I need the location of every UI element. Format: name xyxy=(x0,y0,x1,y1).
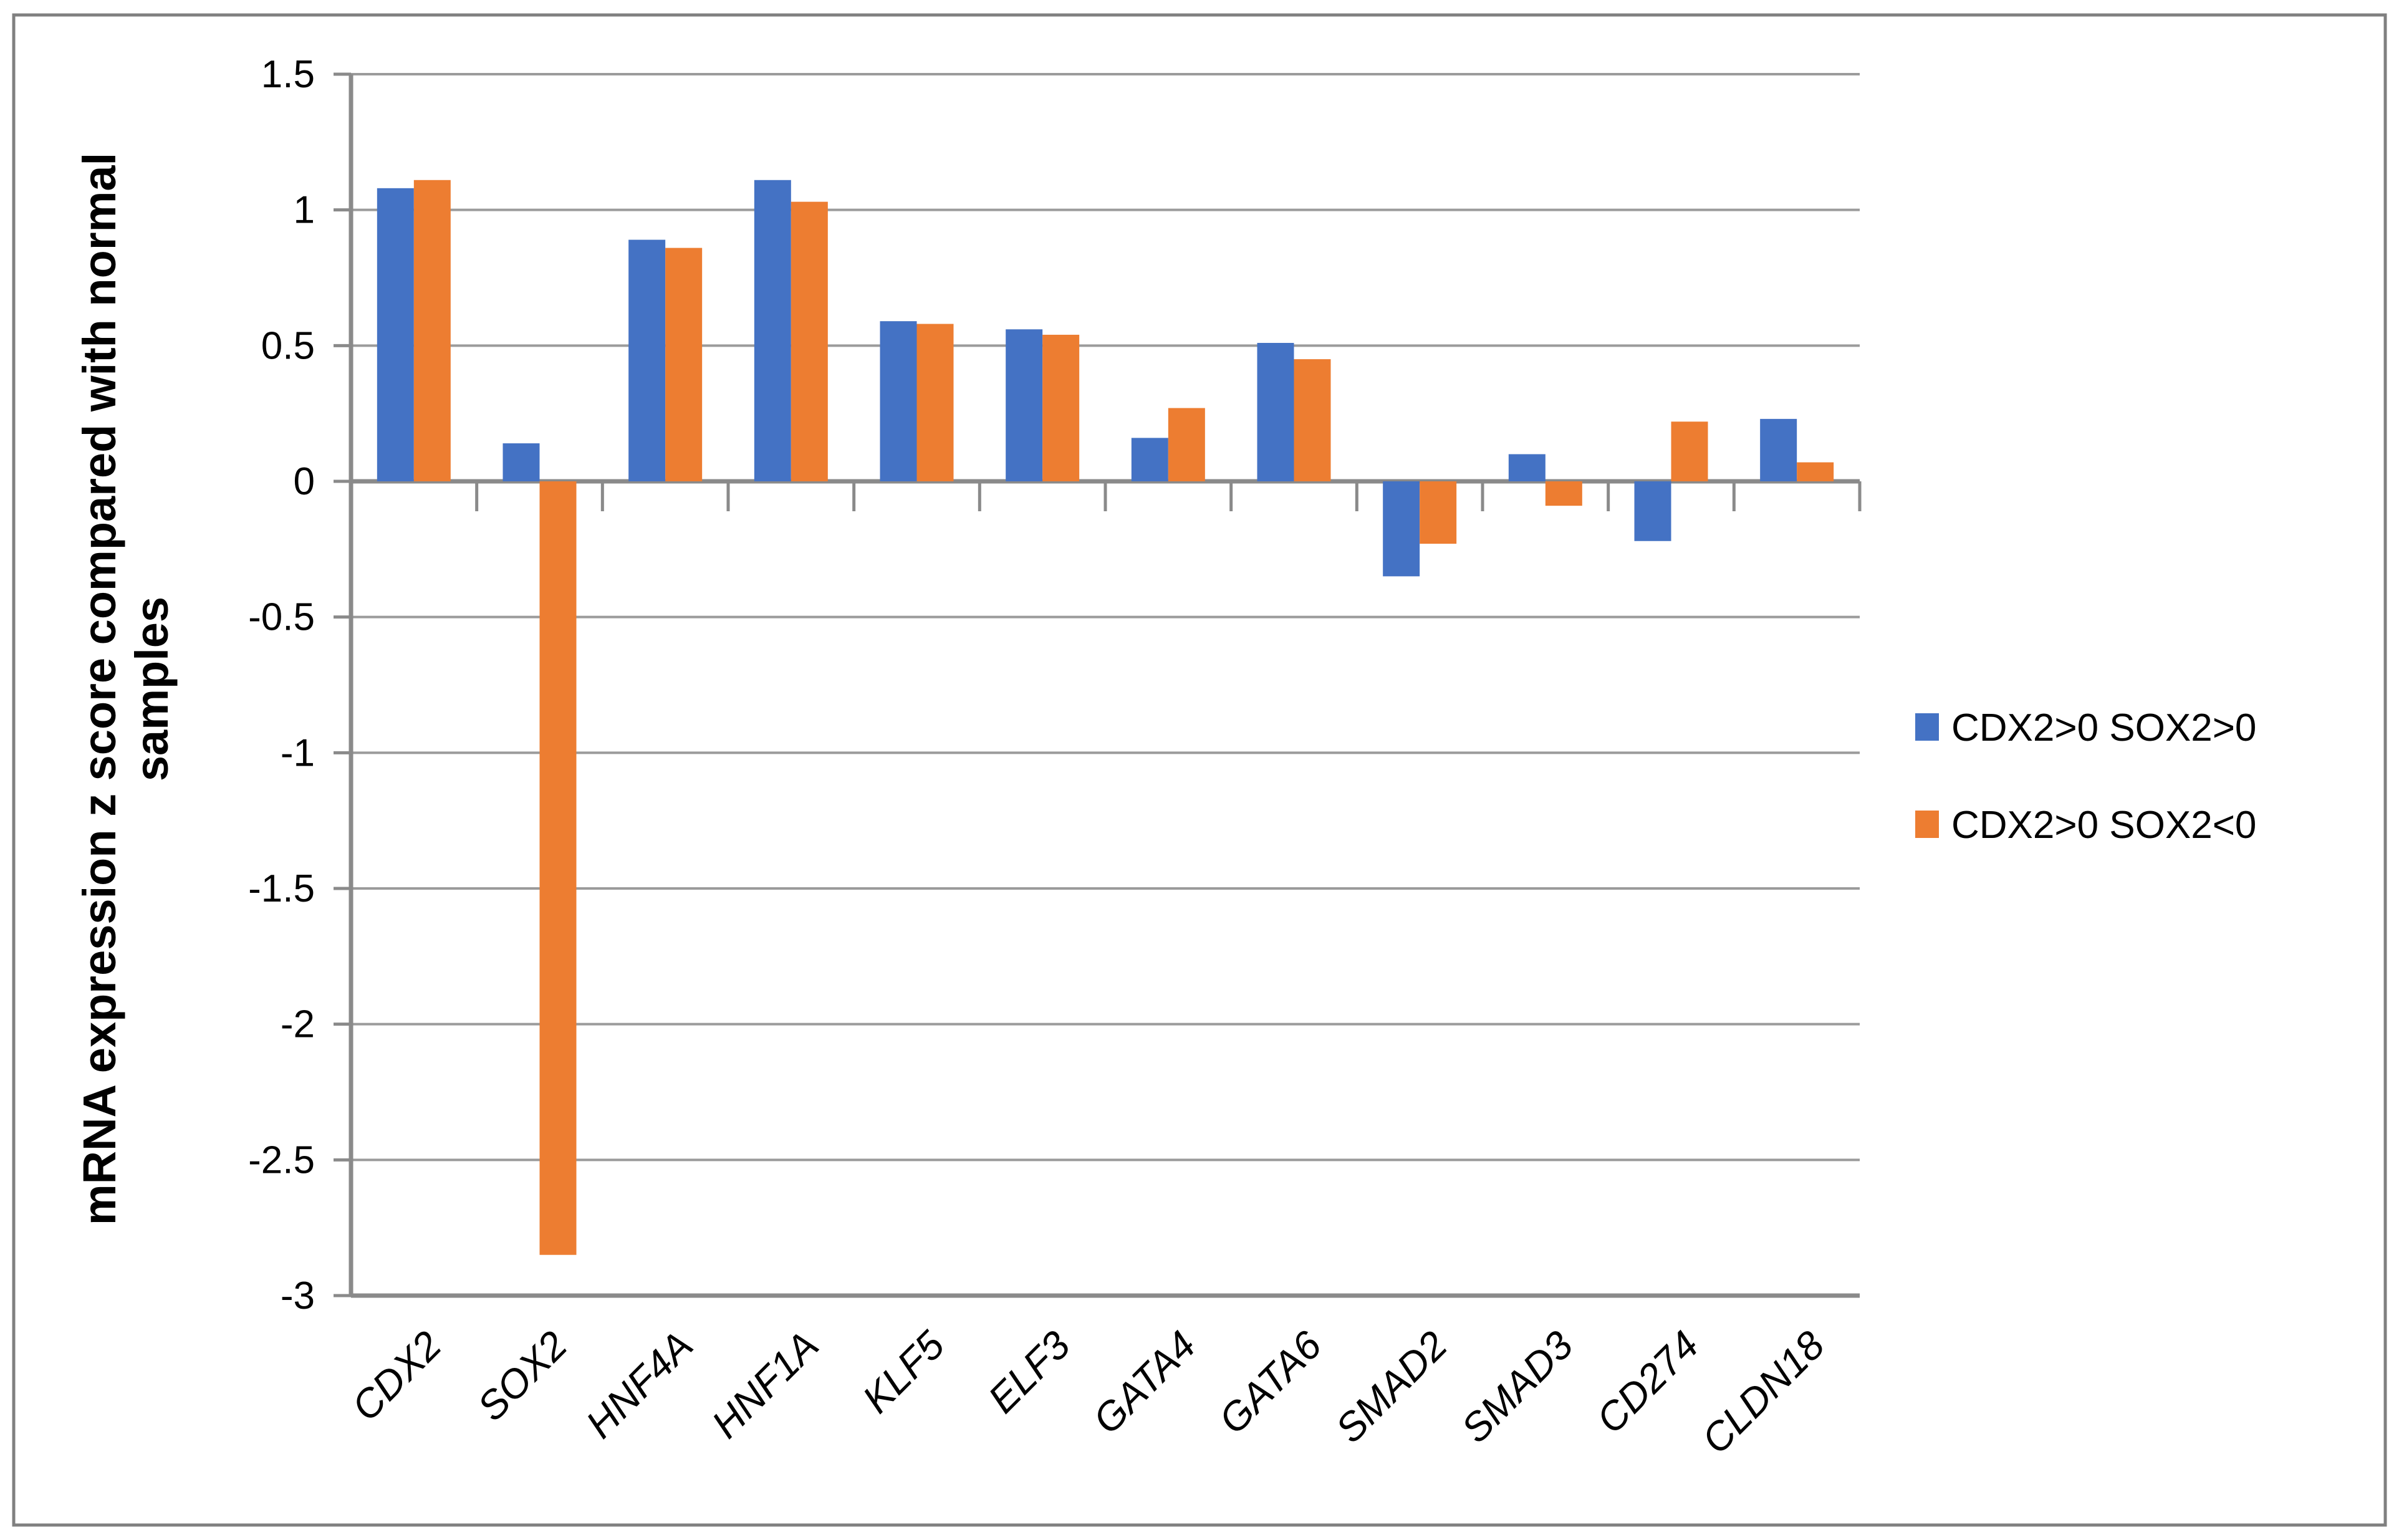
y-axis-title-line1: mRNA expression z score compared with no… xyxy=(74,153,125,1225)
bar-CLDN18-series1 xyxy=(1760,418,1797,481)
legend: CDX2>0 SOX2>0 CDX2>0 SOX2<0 xyxy=(1915,706,2256,847)
figure-border xyxy=(12,13,2387,1527)
bar-GATA6-series2 xyxy=(1294,359,1331,481)
x-category-label-SMAD2: SMAD2 xyxy=(1327,1322,1456,1451)
y-tick-label--2.5: -2.5 xyxy=(248,1138,315,1181)
y-tick-label-0.5: 0.5 xyxy=(261,324,315,367)
x-category-label-KLF5: KLF5 xyxy=(853,1322,953,1422)
x-category-label-SOX2: SOX2 xyxy=(469,1322,576,1430)
x-category-label-ELF3: ELF3 xyxy=(979,1322,1079,1422)
bar-CLDN18-series2 xyxy=(1797,462,1834,481)
x-category-label-CLDN18: CLDN18 xyxy=(1693,1322,1834,1463)
legend-label-series1: CDX2>0 SOX2>0 xyxy=(1951,706,2256,749)
bar-CDX2-series1 xyxy=(377,188,414,481)
x-category-label-HNF1A: HNF1A xyxy=(703,1322,827,1446)
x-category-label-SMAD3: SMAD3 xyxy=(1453,1322,1582,1451)
bar-HNF1A-series1 xyxy=(754,180,791,481)
bar-SOX2-series2 xyxy=(539,481,577,1255)
bar-CD274-series2 xyxy=(1671,421,1708,481)
y-tick-label-1.5: 1.5 xyxy=(261,53,315,96)
bar-CD274-series1 xyxy=(1634,481,1671,541)
bar-HNF4A-series1 xyxy=(628,239,666,481)
bar-SMAD3-series2 xyxy=(1545,481,1582,506)
bar-KLF5-series2 xyxy=(916,324,954,481)
bar-ELF3-series2 xyxy=(1042,334,1080,481)
bar-KLF5-series1 xyxy=(880,321,917,481)
bar-SMAD3-series1 xyxy=(1508,454,1546,481)
x-category-label-HNF4A: HNF4A xyxy=(577,1322,701,1446)
legend-swatch-series2 xyxy=(1915,811,1939,838)
bar-SMAD2-series2 xyxy=(1420,481,1457,544)
y-axis-title: mRNA expression z score compared with no… xyxy=(74,153,178,1225)
y-axis-title-line2: samples xyxy=(126,597,178,781)
x-category-label-CDX2: CDX2 xyxy=(343,1322,450,1430)
legend-label-series2: CDX2>0 SOX2<0 xyxy=(1951,804,2256,847)
bar-SMAD2-series1 xyxy=(1383,481,1420,577)
x-category-label-GATA4: GATA4 xyxy=(1084,1322,1204,1443)
bar-CDX2-series2 xyxy=(413,180,451,481)
y-tick-label--1.5: -1.5 xyxy=(248,867,315,910)
y-tick-label--3: -3 xyxy=(281,1274,315,1317)
bar-GATA4-series2 xyxy=(1168,408,1205,481)
y-tick-label--2: -2 xyxy=(281,1003,315,1046)
bar-GATA6-series1 xyxy=(1257,342,1294,481)
legend-swatch-series1 xyxy=(1915,713,1939,741)
bar-ELF3-series1 xyxy=(1006,329,1043,481)
y-tick-label-0: 0 xyxy=(294,460,315,503)
bar-GATA4-series1 xyxy=(1131,438,1168,481)
y-tick-label--0.5: -0.5 xyxy=(248,596,315,639)
bar-HNF4A-series2 xyxy=(665,248,703,481)
y-tick-label--1: -1 xyxy=(281,731,315,774)
plot-area: -3 -2.5 -2 -1.5 -1 -0.5 0 0.5 1 1.5 CDX2 SOX2 HNF4A H… xyxy=(248,53,1862,1463)
bar-SOX2-series1 xyxy=(502,443,540,481)
x-category-label-CD274: CD274 xyxy=(1588,1322,1708,1442)
y-tick-label-1: 1 xyxy=(294,189,315,232)
bar-HNF1A-series2 xyxy=(791,201,828,481)
x-category-label-GATA6: GATA6 xyxy=(1210,1322,1330,1443)
